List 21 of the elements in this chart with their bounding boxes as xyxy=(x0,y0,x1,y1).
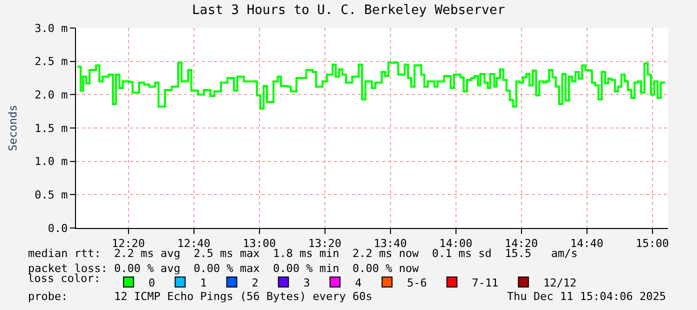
chart-title: Last 3 Hours to U. C. Berkeley Webserver xyxy=(192,2,506,18)
x-tick-label: 15:00 xyxy=(636,237,669,250)
y-tick-label: 3.0 m xyxy=(34,22,68,35)
legend-label: 3 xyxy=(303,276,310,290)
text: probe: 12 ICMP Echo Pings (56 Bytes) every 60s xyxy=(28,290,372,303)
legend-label: 2 xyxy=(252,276,258,290)
legend-label: 0 xyxy=(148,276,156,290)
text: packet loss: 0.00 % avg 0.00 % max 0.00 % min 0.00 % now xyxy=(28,262,420,275)
y-tick-label: 2.0 m xyxy=(34,88,68,102)
legend-label: 1 xyxy=(200,276,207,290)
legend-label: 4 xyxy=(355,276,362,290)
y-tick-label: 1.0 m xyxy=(34,155,68,168)
legend-label: 5-6 xyxy=(407,276,427,290)
y-tick-label: 0.5 m xyxy=(34,188,68,202)
y-tick-label: 0.0 xyxy=(48,222,68,235)
text: Thu Dec 11 15:04:06 2025 xyxy=(507,290,666,303)
y-tick-label: 1.5 m xyxy=(34,122,68,135)
legend-label: 12/12 xyxy=(543,276,577,290)
y-axis-title: Seconds xyxy=(6,104,20,152)
y-tick-label: 2.5 m xyxy=(34,55,68,68)
legend-label: 7-11 xyxy=(472,276,498,290)
